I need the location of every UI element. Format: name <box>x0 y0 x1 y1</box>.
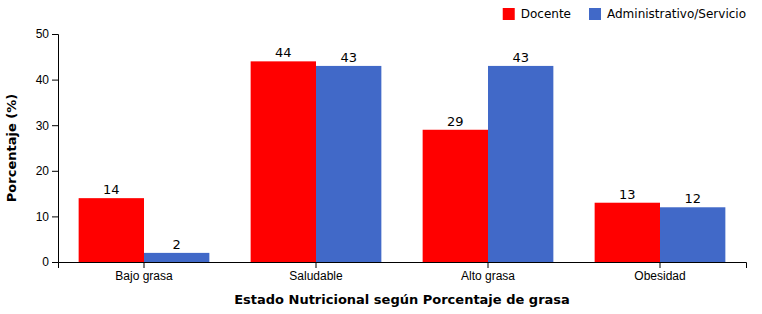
tick: Bajo grasa <box>115 262 173 283</box>
tick-label: Obesidad <box>634 269 685 283</box>
legend: Docente Administrativo/Servicio <box>503 7 746 21</box>
data-label: 29 <box>447 114 464 129</box>
tick-label: Alto grasa <box>461 269 515 283</box>
tick-mark <box>144 262 145 268</box>
tick: 50 <box>36 27 58 41</box>
tick-mark <box>660 262 661 268</box>
data-labels: 14 44 29 13 2 43 43 12 <box>103 45 701 252</box>
data-label: 44 <box>275 45 292 60</box>
plot-area: 14 44 29 13 2 43 43 12 0 10 20 30 40 50 Bajo grasa Salu… <box>36 27 747 282</box>
tick-mark <box>52 171 58 172</box>
tick-label: 30 <box>36 119 50 133</box>
bar <box>488 66 553 262</box>
legend-label: Docente <box>521 7 571 21</box>
chart: 14 44 29 13 2 43 43 12 0 10 20 30 40 50 Bajo grasa Salu… <box>0 0 762 314</box>
bar <box>595 203 660 262</box>
x-axis: Bajo grasa Saludable Alto grasa Obesidad <box>59 262 747 283</box>
data-label: 12 <box>684 191 701 206</box>
bars <box>79 61 726 262</box>
data-label: 43 <box>512 50 529 65</box>
legend-item: Administrativo/Servicio <box>589 7 746 21</box>
y-axis-title: Porcentaje (%) <box>4 94 19 202</box>
tick-mark <box>52 216 58 217</box>
tick-label: 40 <box>36 73 50 87</box>
tick-mark <box>488 262 489 268</box>
tick: 0 <box>42 255 58 269</box>
tick-label: 10 <box>36 210 50 224</box>
data-label: 13 <box>619 187 636 202</box>
tick-label: Saludable <box>289 269 343 283</box>
tick: Obesidad <box>634 262 685 283</box>
bar <box>144 253 209 262</box>
tick-label: 0 <box>42 255 49 269</box>
tick-mark <box>52 125 58 126</box>
bar <box>660 207 725 262</box>
tick-label: 20 <box>36 164 50 178</box>
tick-mark <box>52 262 58 263</box>
tick: 20 <box>36 164 58 178</box>
x-axis-title: Estado Nutricional según Porcentaje de g… <box>234 292 570 307</box>
axis-line <box>59 263 747 269</box>
tick: 30 <box>36 119 58 133</box>
axis-line <box>52 35 59 263</box>
tick-label: 50 <box>36 27 50 41</box>
tick: 40 <box>36 73 58 87</box>
tick: 10 <box>36 210 58 224</box>
legend-item: Docente <box>503 7 571 21</box>
bar <box>251 61 316 262</box>
legend-label: Administrativo/Servicio <box>607 7 746 21</box>
legend-swatch <box>589 8 601 20</box>
tick-mark <box>52 34 58 35</box>
tick-mark <box>52 80 58 81</box>
bar <box>79 198 144 262</box>
tick-mark <box>316 262 317 268</box>
data-label: 14 <box>103 182 120 197</box>
data-label: 2 <box>173 237 181 252</box>
legend-swatch <box>503 8 515 20</box>
tick-label: Bajo grasa <box>115 269 173 283</box>
bar <box>423 130 488 262</box>
data-label: 43 <box>340 50 357 65</box>
bar <box>316 66 381 262</box>
tick: Saludable <box>289 262 343 283</box>
y-axis: 0 10 20 30 40 50 <box>36 27 59 269</box>
tick: Alto grasa <box>461 262 515 283</box>
